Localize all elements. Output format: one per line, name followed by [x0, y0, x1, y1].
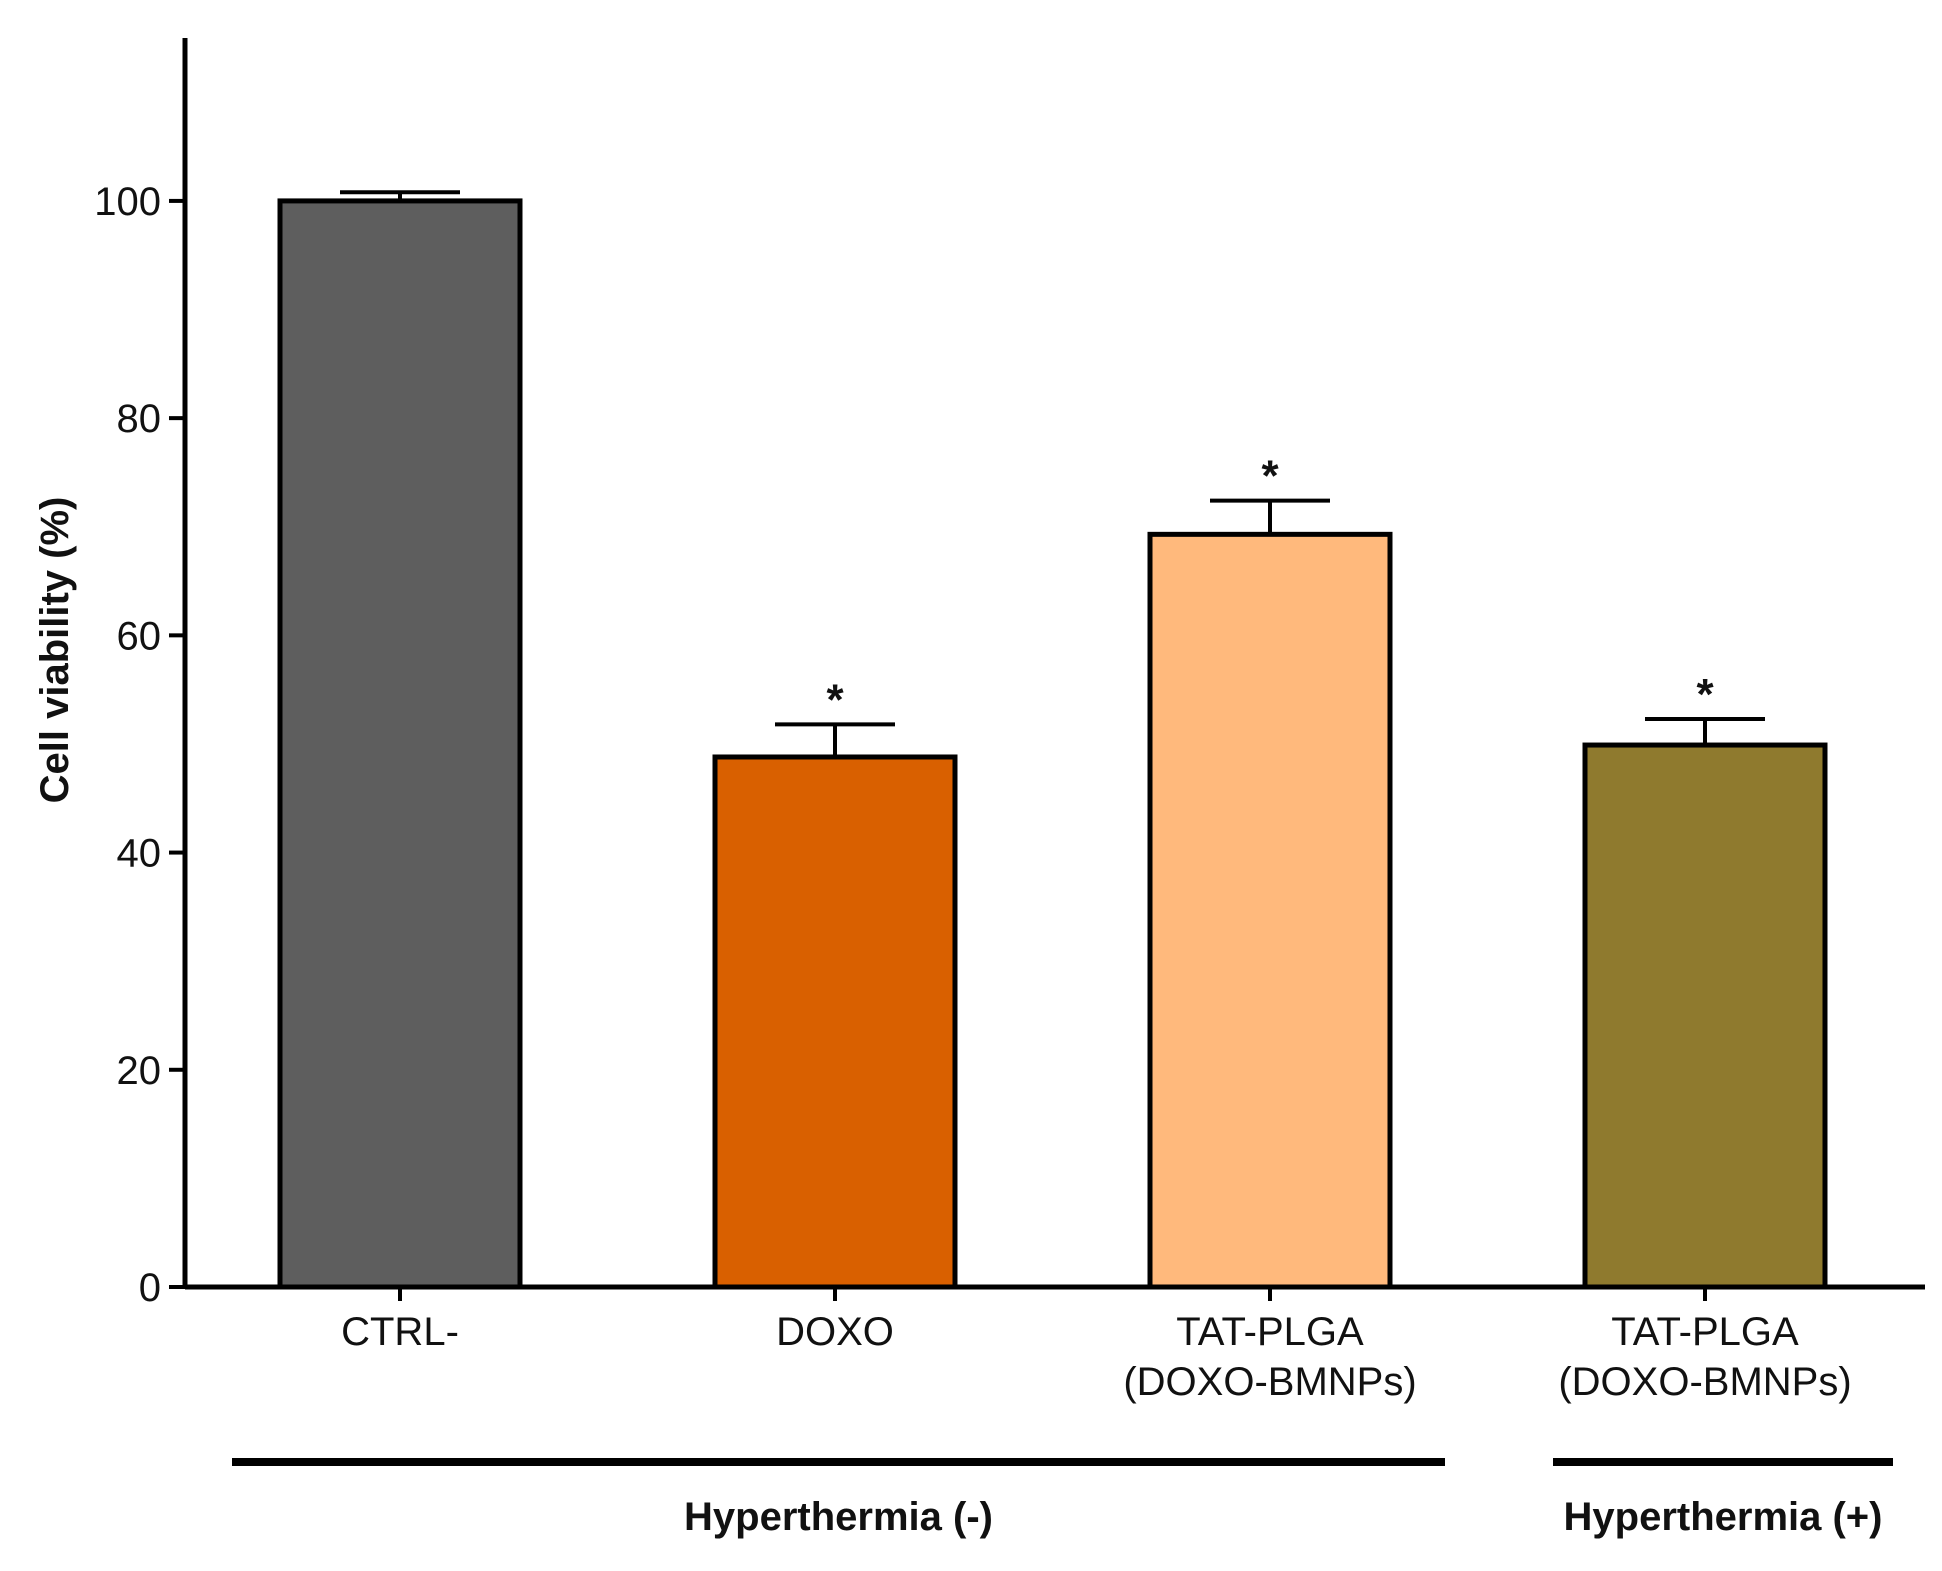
- y-tick-label: 20: [117, 1049, 162, 1093]
- x-category-label: TAT-PLGA: [1176, 1310, 1364, 1354]
- group-label: Hyperthermia (+): [1564, 1495, 1883, 1539]
- x-category-label: CTRL-: [341, 1310, 459, 1354]
- significance-marker: *: [826, 675, 844, 724]
- x-category-label: TAT-PLGA: [1611, 1310, 1799, 1354]
- bar: [712, 754, 958, 1290]
- x-category-label: (DOXO-BMNPs): [1123, 1360, 1416, 1404]
- y-tick-label: 0: [139, 1266, 161, 1310]
- bar: [1582, 742, 1828, 1290]
- significance-marker: *: [1696, 670, 1714, 719]
- x-category-label: DOXO: [776, 1310, 894, 1354]
- y-tick-label: 100: [94, 180, 161, 224]
- y-tick-label: 60: [117, 614, 162, 658]
- y-axis-title: Cell viability (%): [33, 497, 77, 804]
- x-category-label: (DOXO-BMNPs): [1558, 1360, 1851, 1404]
- bar: [277, 198, 523, 1290]
- bar: [1147, 531, 1393, 1290]
- y-tick-label: 80: [117, 397, 162, 441]
- y-tick-label: 40: [117, 832, 162, 876]
- group-label: Hyperthermia (-): [684, 1495, 993, 1539]
- significance-marker: *: [1261, 452, 1279, 501]
